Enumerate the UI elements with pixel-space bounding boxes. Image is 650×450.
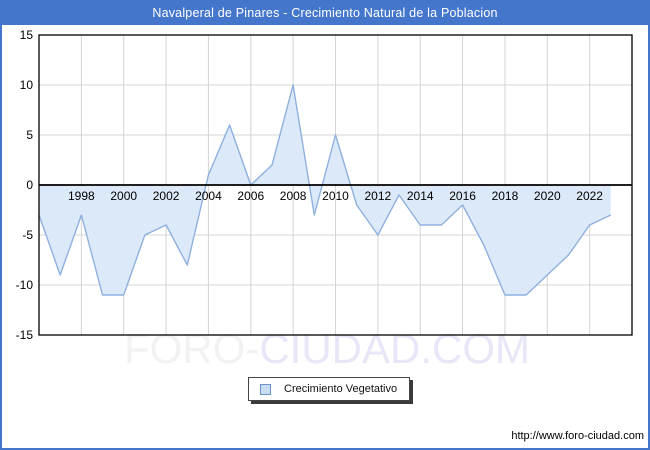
area-series bbox=[38, 84, 612, 296]
svg-text:-5: -5 bbox=[22, 228, 33, 242]
svg-text:15: 15 bbox=[20, 28, 34, 42]
svg-text:2012: 2012 bbox=[365, 189, 392, 203]
chart-title-bar: Navalperal de Pinares - Crecimiento Natu… bbox=[2, 2, 648, 25]
svg-text:0: 0 bbox=[26, 178, 33, 192]
svg-text:2010: 2010 bbox=[322, 189, 349, 203]
svg-text:5: 5 bbox=[26, 128, 33, 142]
svg-text:2016: 2016 bbox=[449, 189, 476, 203]
axes bbox=[38, 34, 633, 336]
y-axis-labels: 15 10 5 0 -5 -10 -15 bbox=[16, 28, 34, 342]
svg-text:2008: 2008 bbox=[280, 189, 307, 203]
legend-box: Crecimiento Vegetativo bbox=[248, 377, 411, 401]
legend-label: Crecimiento Vegetativo bbox=[284, 383, 398, 395]
svg-text:2014: 2014 bbox=[407, 189, 434, 203]
svg-text:2018: 2018 bbox=[492, 189, 519, 203]
svg-text:1998: 1998 bbox=[68, 189, 95, 203]
legend-swatch-icon bbox=[260, 383, 271, 395]
svg-text:2020: 2020 bbox=[534, 189, 561, 203]
footer-url: http://www.foro-ciudad.com bbox=[511, 430, 644, 442]
svg-text:2002: 2002 bbox=[153, 189, 180, 203]
chart-title: Navalperal de Pinares - Crecimiento Natu… bbox=[152, 6, 498, 20]
svg-text:-15: -15 bbox=[16, 328, 34, 342]
svg-text:2004: 2004 bbox=[195, 189, 222, 203]
svg-text:-10: -10 bbox=[16, 278, 34, 292]
svg-text:2022: 2022 bbox=[576, 189, 603, 203]
svg-text:10: 10 bbox=[20, 78, 34, 92]
svg-text:2006: 2006 bbox=[237, 189, 264, 203]
x-axis-labels: 1998 2000 2002 2004 2006 2008 2010 2012 2014 2016… bbox=[68, 189, 603, 203]
svg-text:2000: 2000 bbox=[110, 189, 137, 203]
